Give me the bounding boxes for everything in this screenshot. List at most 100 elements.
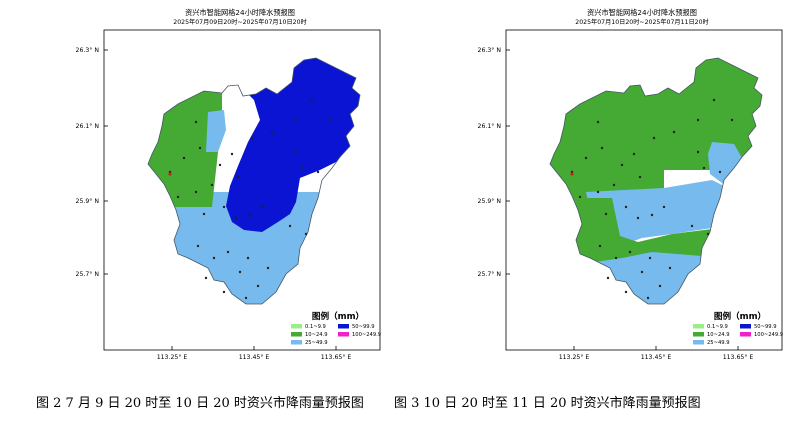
legend-label: 100~249.9 <box>754 332 783 338</box>
latitude-label: 26.3° N <box>478 46 502 54</box>
rainfall-map-jul9: 资兴市智能网格24小时降水预报图 2025年07月09日20时~2025年07月1… <box>0 2 384 364</box>
station-dot <box>316 170 320 174</box>
station-dot <box>226 250 230 254</box>
station-dot <box>202 212 206 216</box>
rain-zone-blue <box>226 58 360 232</box>
station-dot <box>624 290 628 294</box>
legend-swatch <box>693 324 704 329</box>
legend-label: 10~24.9 <box>707 332 730 338</box>
longitude-label: 113.25° E <box>559 353 590 361</box>
legend-label: 100~249.9 <box>352 332 381 338</box>
legend-label: 0.1~9.9 <box>305 324 326 330</box>
county-boundary <box>147 57 361 305</box>
station-dot <box>604 212 608 216</box>
station-dot <box>596 190 600 194</box>
station-dot <box>194 190 198 194</box>
station-dot <box>702 166 706 170</box>
legend-title: 图例（mm） <box>714 310 766 322</box>
caption-figure-3: 图 3 10 日 20 时至 11 日 20 时资兴市降雨量预报图 <box>394 396 701 411</box>
legend-swatch <box>291 332 302 337</box>
station-dot <box>294 150 298 154</box>
station-dot <box>646 296 650 300</box>
station-dot <box>696 118 700 122</box>
station-dot <box>182 156 186 160</box>
station-dot <box>638 175 642 179</box>
legend-label: 25~49.9 <box>305 340 328 346</box>
station-dot <box>650 213 654 217</box>
station-dot <box>270 130 274 134</box>
legend-swatch <box>740 324 751 329</box>
station-dot <box>234 216 238 220</box>
station-dot <box>632 152 636 156</box>
station-dot <box>598 244 602 248</box>
legend-swatch <box>338 324 349 329</box>
station-dot <box>304 232 308 236</box>
station-dot <box>300 166 304 170</box>
rainfall-map-jul10: 资兴市智能网格24小时降水预报图 2025年07月10日20时~2025年07月1… <box>402 2 786 364</box>
legend-swatch <box>740 332 751 337</box>
station-dot <box>652 136 656 140</box>
station-dot <box>288 224 292 228</box>
latitude-label: 26.1° N <box>478 122 502 130</box>
map-time-range: 2025年07月09日20时~2025年07月10日20时 <box>173 18 306 26</box>
station-dot <box>578 195 582 199</box>
legend-title: 图例（mm） <box>312 310 364 322</box>
rainfall-map-jul9-svg: 资兴市智能网格24小时降水预报图2025年07月09日20时~2025年07月1… <box>76 8 382 361</box>
legend-swatch <box>291 340 302 345</box>
longitude-label: 113.65° E <box>723 353 754 361</box>
legend-swatch <box>693 332 704 337</box>
rain-zone-light-blue <box>206 110 226 152</box>
map-time-range: 2025年07月10日20时~2025年07月11日20时 <box>575 18 708 26</box>
station-dot <box>730 118 734 122</box>
legend-label: 50~99.9 <box>754 324 777 330</box>
station-dot <box>658 284 662 288</box>
station-dot <box>584 156 588 160</box>
station-dot <box>198 146 202 150</box>
rain-zone-green <box>148 58 222 207</box>
map-frame-border <box>505 29 783 351</box>
rain-zone-light-blue <box>550 242 762 304</box>
legend-label: 25~49.9 <box>707 340 730 346</box>
station-dot <box>196 244 200 248</box>
map-title: 资兴市智能网格24小时降水预报图 <box>587 8 697 17</box>
station-dot <box>662 205 666 209</box>
station-dot <box>612 183 616 187</box>
longitude-label: 113.45° E <box>239 353 270 361</box>
latitude-label: 26.3° N <box>76 46 100 54</box>
station-dot <box>620 163 624 167</box>
rain-zone-light-blue <box>586 180 732 250</box>
longitude-label: 113.25° E <box>157 353 188 361</box>
station-dot <box>672 130 676 134</box>
station-dot <box>712 98 716 102</box>
station-dot <box>718 170 722 174</box>
station-dot <box>596 120 600 124</box>
station-dot <box>266 266 270 270</box>
map-title: 资兴市智能网格24小时降水预报图 <box>185 8 295 17</box>
station-dot <box>212 256 216 260</box>
legend-swatch <box>338 332 349 337</box>
station-dot <box>648 256 652 260</box>
station-dot <box>668 266 672 270</box>
rain-zone-blue <box>574 258 598 286</box>
station-dot <box>624 205 628 209</box>
legend: 图例（mm） 0.1~9.9 50~99.9 10~24.9 100~249.9 25~4… <box>291 310 381 346</box>
station-dot <box>606 276 610 280</box>
latitude-label: 26.1° N <box>76 122 100 130</box>
station-dot <box>690 224 694 228</box>
station-dot <box>636 216 640 220</box>
station-dot <box>218 163 222 167</box>
station-dot <box>640 270 644 274</box>
caption-figure-2: 图 2 7 月 9 日 20 时至 10 日 20 时资兴市降雨量预报图 <box>36 396 364 411</box>
station-dot <box>256 284 260 288</box>
map-frame-border <box>103 29 381 351</box>
latitude-label: 25.7° N <box>478 270 502 278</box>
station-dot <box>204 276 208 280</box>
longitude-label: 113.45° E <box>641 353 672 361</box>
station-dot <box>222 290 226 294</box>
station-dot <box>328 118 332 122</box>
legend: 图例（mm） 0.1~9.9 50~99.9 10~24.9 100~249.9 25~4… <box>693 310 783 346</box>
latitude-label: 25.9° N <box>478 197 502 205</box>
county-seat-dot <box>168 172 172 176</box>
station-dot <box>614 256 618 260</box>
station-dots <box>168 98 332 300</box>
